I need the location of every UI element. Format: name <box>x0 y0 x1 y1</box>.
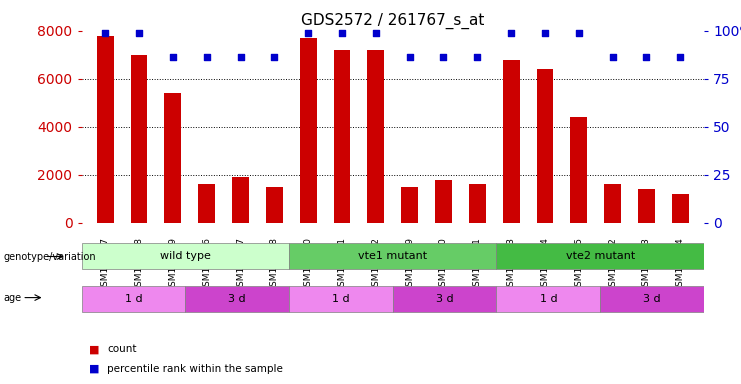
Text: GSM109124: GSM109124 <box>676 237 685 292</box>
Text: GSM109108: GSM109108 <box>135 237 144 292</box>
Title: GDS2572 / 261767_s_at: GDS2572 / 261767_s_at <box>301 13 485 29</box>
Bar <box>536 69 554 223</box>
FancyBboxPatch shape <box>600 286 704 311</box>
Point <box>674 54 686 60</box>
Bar <box>299 38 316 223</box>
Text: GSM109111: GSM109111 <box>337 237 347 292</box>
Text: GSM109112: GSM109112 <box>371 237 380 292</box>
Bar <box>368 50 385 223</box>
Text: wild type: wild type <box>160 251 210 262</box>
FancyBboxPatch shape <box>289 286 393 311</box>
FancyBboxPatch shape <box>82 243 289 269</box>
Point <box>336 30 348 36</box>
Text: 3 d: 3 d <box>436 293 453 304</box>
Bar <box>604 184 621 223</box>
Point <box>167 54 179 60</box>
Point <box>640 54 652 60</box>
Bar <box>199 184 215 223</box>
Text: GSM109121: GSM109121 <box>473 237 482 292</box>
Text: GSM109120: GSM109120 <box>439 237 448 292</box>
Text: GSM109115: GSM109115 <box>574 237 583 292</box>
FancyBboxPatch shape <box>496 243 704 269</box>
Bar <box>435 180 452 223</box>
Text: GSM109113: GSM109113 <box>507 237 516 292</box>
FancyBboxPatch shape <box>82 286 185 311</box>
Point <box>370 30 382 36</box>
Point <box>268 54 280 60</box>
Text: genotype/variation: genotype/variation <box>4 252 96 262</box>
Text: count: count <box>107 344 137 354</box>
Text: GSM109110: GSM109110 <box>304 237 313 292</box>
Point <box>573 30 585 36</box>
Text: GSM109114: GSM109114 <box>540 237 550 292</box>
Point <box>437 54 449 60</box>
Point <box>133 30 145 36</box>
Text: GSM109109: GSM109109 <box>168 237 177 292</box>
Text: percentile rank within the sample: percentile rank within the sample <box>107 364 283 374</box>
Bar <box>97 36 113 223</box>
FancyBboxPatch shape <box>393 286 496 311</box>
Bar <box>469 184 486 223</box>
FancyBboxPatch shape <box>185 286 289 311</box>
FancyBboxPatch shape <box>289 243 496 269</box>
Text: GSM109122: GSM109122 <box>608 237 617 292</box>
Point <box>539 30 551 36</box>
Bar <box>638 189 655 223</box>
Text: 1 d: 1 d <box>124 293 142 304</box>
Point <box>302 30 314 36</box>
Text: ■: ■ <box>89 344 99 354</box>
Text: GSM109117: GSM109117 <box>236 237 245 292</box>
Text: age: age <box>4 293 21 303</box>
Text: GSM109119: GSM109119 <box>405 237 414 292</box>
FancyBboxPatch shape <box>496 286 600 311</box>
Text: ■: ■ <box>89 364 99 374</box>
Bar <box>502 60 519 223</box>
Bar <box>266 187 283 223</box>
Text: GSM109118: GSM109118 <box>270 237 279 292</box>
Point <box>505 30 517 36</box>
Point <box>471 54 483 60</box>
Text: 1 d: 1 d <box>539 293 557 304</box>
Bar <box>232 177 249 223</box>
Bar <box>672 194 688 223</box>
Text: GSM109116: GSM109116 <box>202 237 211 292</box>
Point <box>607 54 619 60</box>
Text: 3 d: 3 d <box>643 293 661 304</box>
Bar <box>571 117 587 223</box>
Text: GSM109123: GSM109123 <box>642 237 651 292</box>
Text: vte2 mutant: vte2 mutant <box>565 251 635 262</box>
Text: GSM109107: GSM109107 <box>101 237 110 292</box>
Bar <box>333 50 350 223</box>
Point <box>201 54 213 60</box>
Bar <box>130 55 147 223</box>
Text: vte1 mutant: vte1 mutant <box>358 251 428 262</box>
Text: 3 d: 3 d <box>228 293 246 304</box>
Bar <box>165 93 182 223</box>
Point <box>99 30 111 36</box>
Point <box>404 54 416 60</box>
Bar <box>401 187 418 223</box>
Text: 1 d: 1 d <box>332 293 350 304</box>
Point <box>235 54 247 60</box>
